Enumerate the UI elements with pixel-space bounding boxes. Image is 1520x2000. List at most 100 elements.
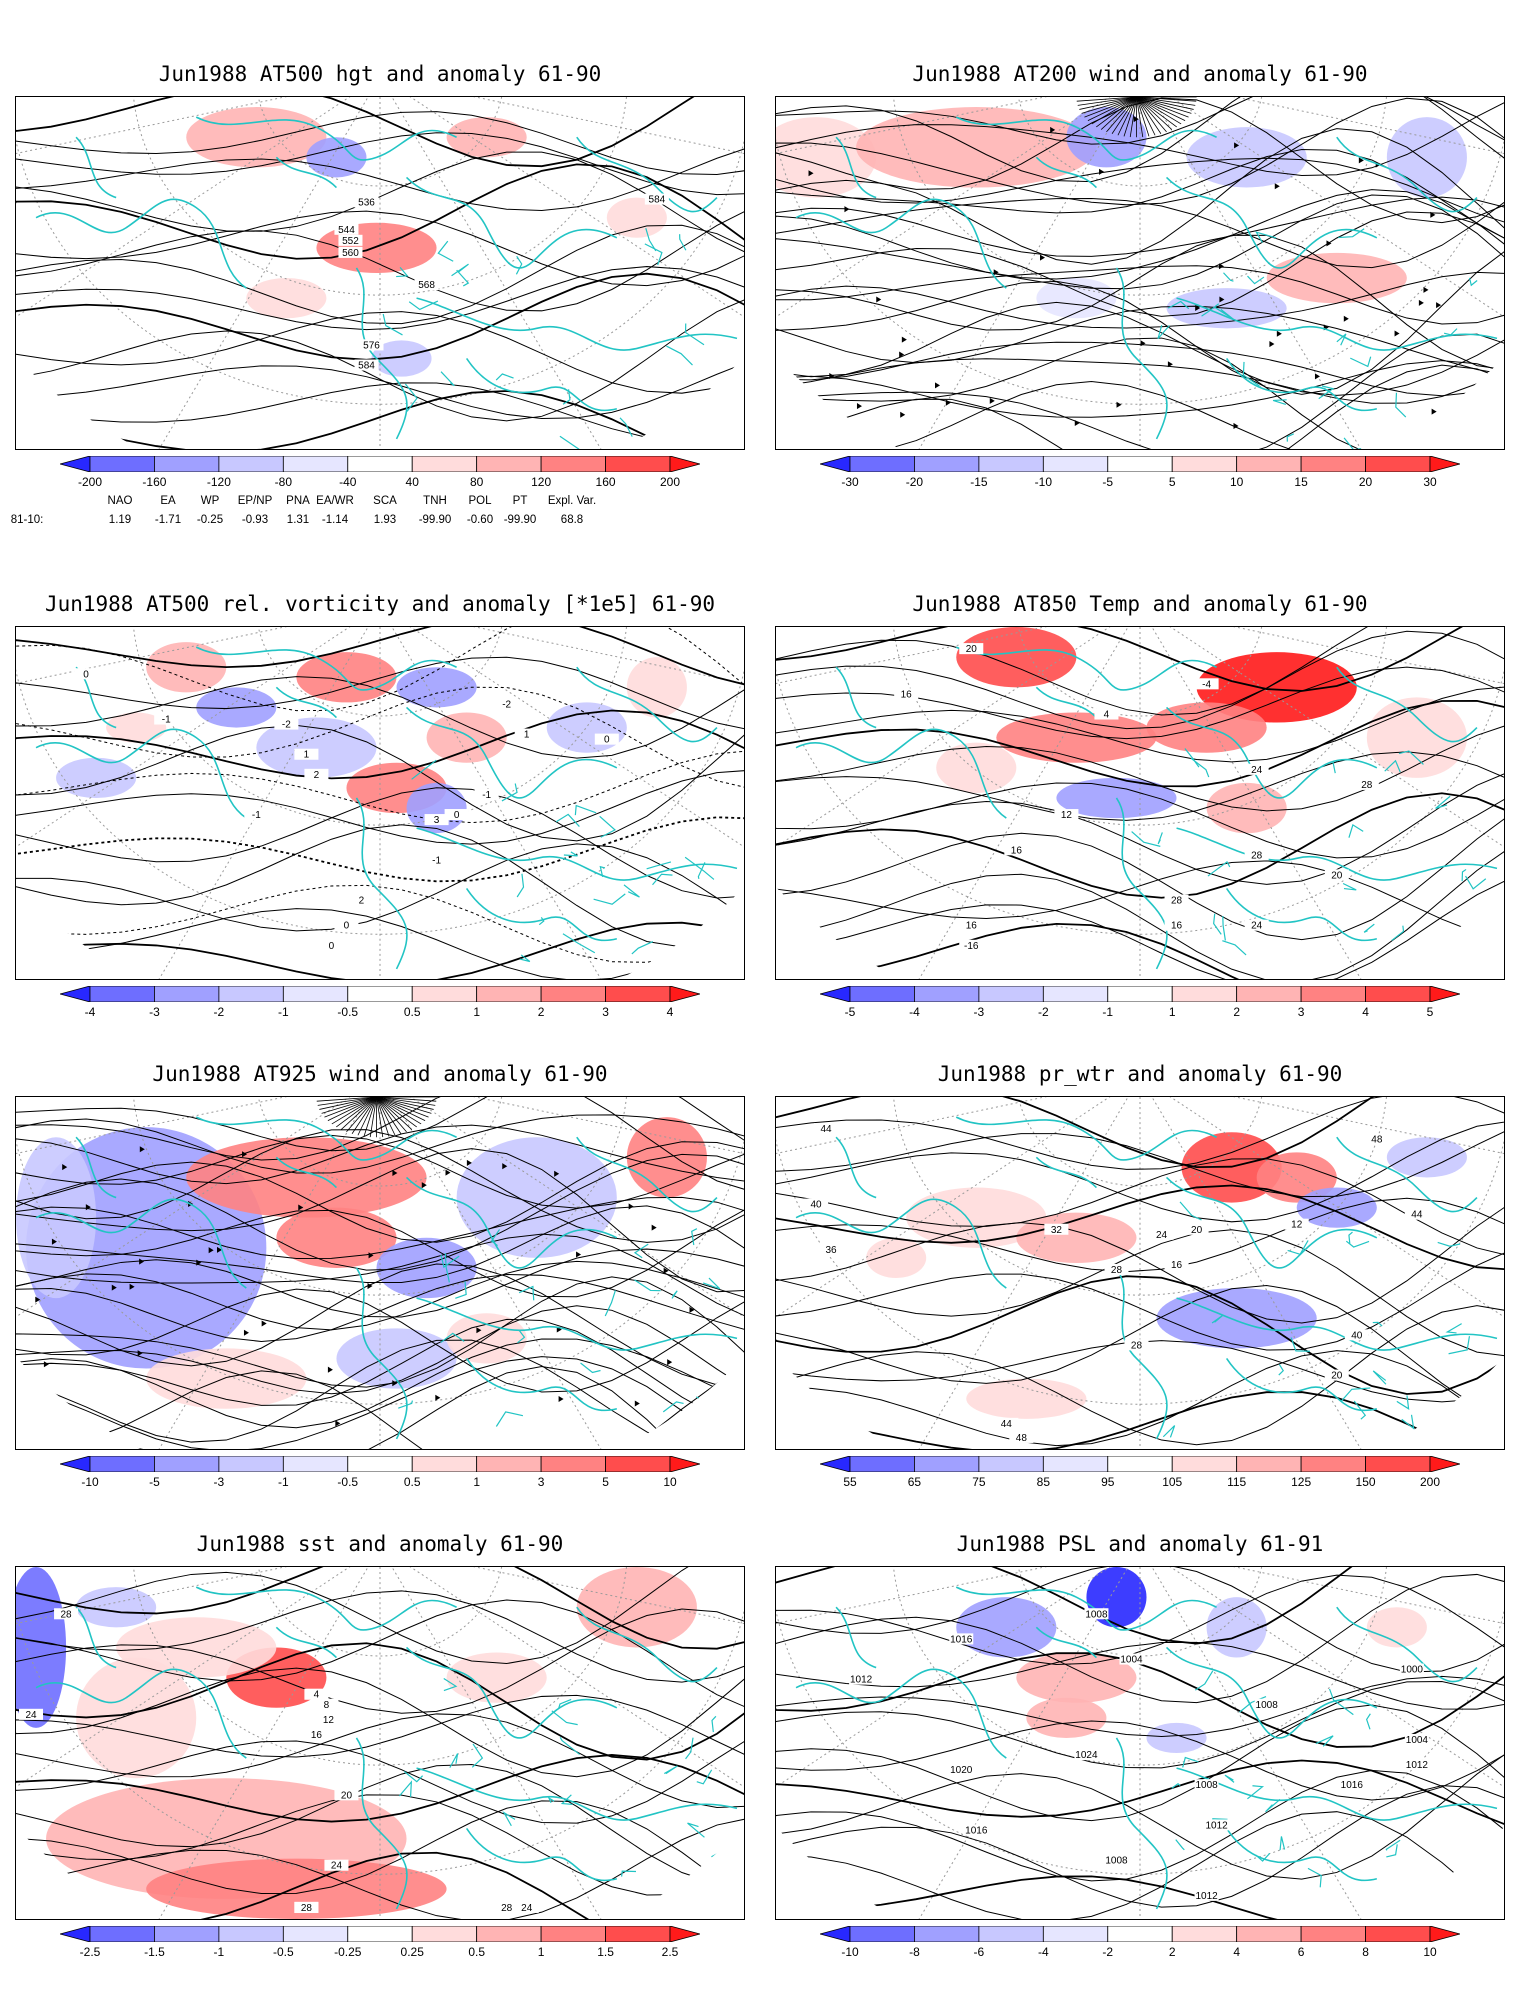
contour-label: 24 (1156, 1230, 1168, 1241)
anomaly-shading (371, 340, 432, 377)
contour-label: 16 (1011, 845, 1023, 856)
teleconnection-name: PNA (286, 495, 310, 507)
panel-at850-temp: Jun1988 AT850 Temp and anomaly 61-90 20 16… (775, 592, 1505, 1032)
contour-label: -4 (1202, 679, 1211, 690)
anomaly-shading (1016, 1652, 1137, 1703)
contour-label: 1020 (950, 1765, 973, 1776)
map-svg: 2824161284202428282824 (16, 1567, 744, 1919)
contour-label: 8 (324, 1700, 330, 1711)
contour-label: 2 (359, 896, 365, 907)
anomaly-shading (446, 117, 527, 158)
anomaly-shading (776, 117, 877, 198)
map-svg (16, 1097, 744, 1449)
colorbar-tick-label: 120 (531, 475, 552, 489)
colorbar-tick-label: -30 (841, 475, 859, 489)
panel-title: Jun1988 AT925 wind and anomaly 61-90 (152, 1062, 608, 1086)
anomaly-shading (606, 197, 667, 238)
colorbar-tick-label: -200 (77, 475, 103, 489)
anomaly-shading (1366, 697, 1467, 778)
colorbar-tick-label: 95 (1101, 1475, 1115, 1489)
colorbar-tick-label: 2.5 (661, 1945, 679, 1959)
anomaly-shading (256, 717, 377, 778)
colorbar-tick-label: -160 (142, 475, 167, 489)
colorbar-tick-label: 115 (1227, 1475, 1247, 1489)
contour-label: 20 (341, 1790, 353, 1801)
contour-label: 4 (1104, 709, 1110, 720)
colorbar-tick-label: -2.5 (79, 1945, 101, 1959)
contour-label: -1 (162, 715, 171, 726)
colorbar-tick-label: 2 (1168, 1945, 1176, 1959)
map-frame: 2824161284202428282824 (15, 1566, 745, 1920)
colorbar-tick-label: 10 (663, 1475, 677, 1489)
colorbar-tick-label: 1.5 (597, 1945, 614, 1959)
contour-label: 584 (649, 195, 666, 206)
teleconnection-value: 1.31 (286, 514, 310, 526)
anomaly-shading (576, 1567, 697, 1648)
panel-title: Jun1988 AT500 hgt and anomaly 61-90 (158, 62, 602, 86)
colorbar-tick-label: 10 (1423, 1945, 1437, 1959)
anomaly-shading (1386, 1137, 1467, 1178)
anomaly-shading (856, 107, 1097, 188)
anomaly-shading (396, 667, 477, 708)
colorbar-tick-label: -10 (1034, 475, 1052, 489)
colorbar-tick-label: -1.5 (144, 1945, 165, 1959)
colorbar (820, 1926, 1460, 1942)
colorbar-tick-label: 5 (602, 1475, 609, 1489)
contour-label: -2 (282, 720, 291, 731)
anomaly-shading (956, 627, 1077, 688)
panel-at500-hgt: Jun1988 AT500 hgt and anomaly 61-90 536 54… (11, 62, 745, 582)
teleconnection-value: -1.14 (321, 514, 349, 526)
colorbar-tick-label: -4 (909, 1005, 920, 1019)
anomaly-shading (276, 1207, 397, 1268)
colorbar-tick-label: 8 (1362, 1945, 1369, 1959)
colorbar-tick-label: -1 (213, 1945, 225, 1959)
contour-label: -2 (502, 699, 511, 710)
colorbar (820, 986, 1460, 1002)
colorbar-tick-label: -5 (1102, 475, 1114, 489)
anomaly-shading (1206, 1597, 1267, 1658)
anomaly-shading (1206, 782, 1287, 834)
colorbar-tick-label: 0.5 (403, 1475, 421, 1489)
anomaly-shading (626, 657, 687, 718)
contour-label: 12 (1291, 1220, 1303, 1231)
map-svg (776, 97, 1504, 449)
colorbar-tick-label: -1 (1102, 1005, 1114, 1019)
anomaly-shading (1366, 1607, 1427, 1648)
contour-label: 40 (810, 1200, 822, 1211)
colorbar (60, 1926, 700, 1942)
teleconnection-value: 1.93 (373, 514, 397, 526)
teleconnection-value: -99.90 (503, 514, 537, 526)
colorbar-tick-label: -0.5 (272, 1945, 294, 1959)
teleconnection-name: EA/WR (316, 495, 354, 507)
teleconnection-name: NAO (107, 495, 133, 507)
map-frame: 1012 1016 1008 1004 1020 1024 1008 1000 1004 1012… (775, 1566, 1505, 1920)
contour-label: 1004 (1120, 1655, 1143, 1666)
colorbar-tick-label: 150 (1355, 1475, 1376, 1489)
contour-label: 0 (83, 669, 89, 680)
contour-label: 12 (323, 1715, 335, 1726)
anomaly-shading (1056, 777, 1177, 819)
contour-label: 48 (1371, 1134, 1383, 1145)
colorbar-tick-label: 1 (537, 1945, 545, 1959)
anomaly-shading (406, 782, 467, 834)
contour-label: 0 (454, 810, 460, 821)
teleconnection-name: PT (512, 495, 528, 507)
contour-label: 40 (1351, 1330, 1363, 1341)
anomaly-shading (246, 278, 327, 319)
teleconnection-value: 68.8 (560, 514, 584, 526)
anomaly-shading (306, 137, 367, 178)
contour-label: 1016 (1341, 1780, 1364, 1791)
contour-label: 28 (1251, 850, 1263, 861)
contour-label: 20 (1331, 870, 1343, 881)
panel-sst: Jun1988 sst and anomaly 61-90 28 24 16 12 8 4 2… (15, 1532, 745, 1972)
colorbar-tick-label: 40 (405, 475, 419, 489)
anomaly-shading (106, 712, 167, 743)
anomaly-shading (146, 642, 227, 693)
anomaly-shading (186, 107, 327, 168)
anomaly-shading (966, 1378, 1087, 1419)
contour-label: 1012 (1205, 1820, 1228, 1831)
contour-label: 1024 (1075, 1750, 1098, 1761)
anomaly-shading (16, 1567, 67, 1728)
